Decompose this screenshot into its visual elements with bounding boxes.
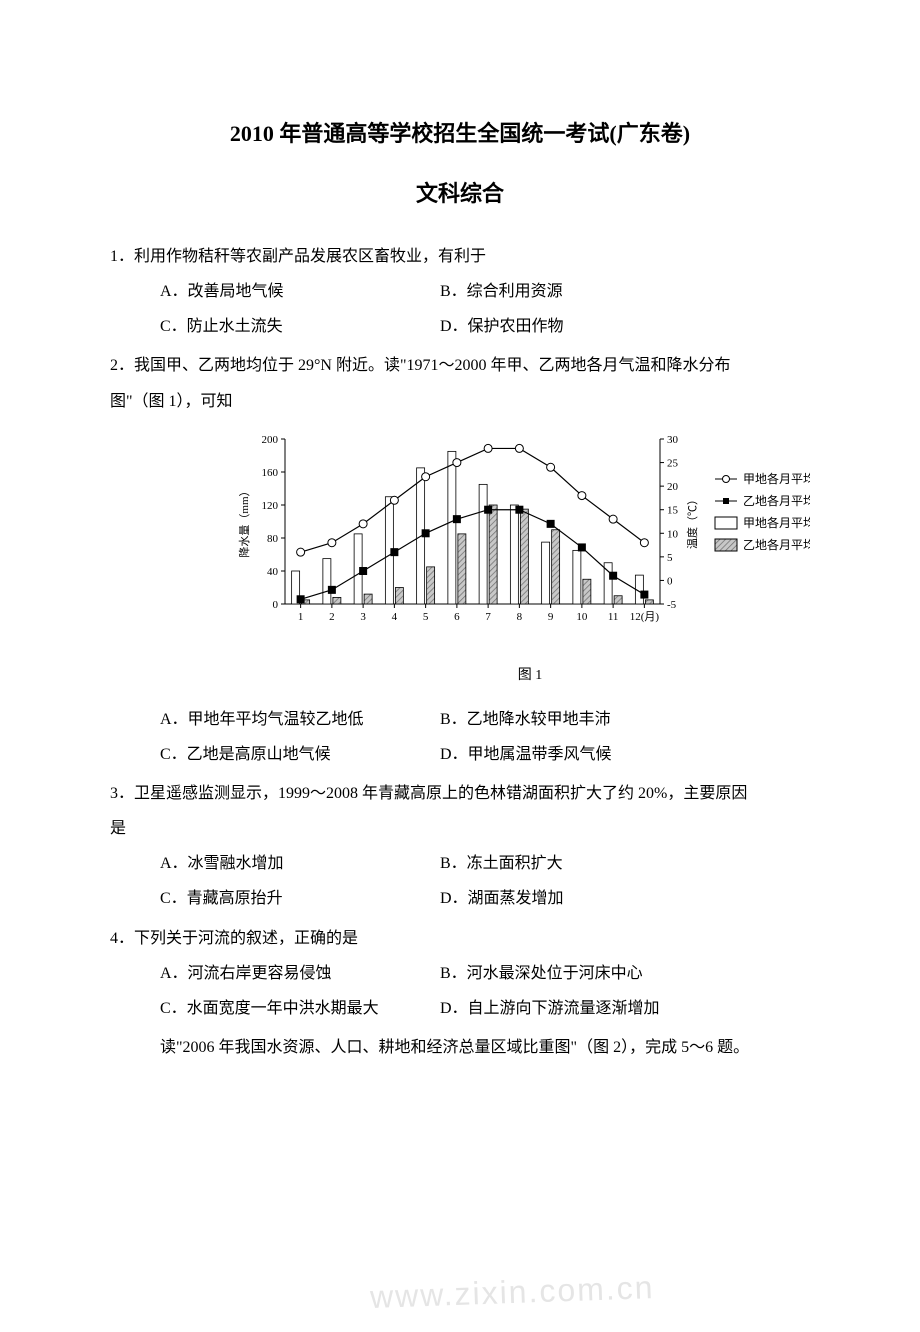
svg-text:8: 8: [517, 611, 523, 623]
question-2-text-1: 2．我国甲、乙两地均位于 29°N 附近。读"1971～2000 年甲、乙两地各…: [110, 348, 810, 383]
svg-text:160: 160: [262, 467, 279, 479]
svg-text:-5: -5: [667, 599, 677, 611]
sub-title: 文科综合: [110, 170, 810, 218]
question-3-text-1: 3．卫星遥感监测显示，1999～2008 年青藏高原上的色林错湖面积扩大了约 2…: [110, 776, 810, 811]
next-reading-text: 读"2006 年我国水资源、人口、耕地和经济总量区域比重图"（图 2），完成 5…: [110, 1030, 810, 1065]
q4-opt-a: A．河流右岸更容易侵蚀: [160, 956, 440, 991]
q2-opt-a: A．甲地年平均气温较乙地低: [160, 702, 440, 737]
svg-text:10: 10: [667, 528, 679, 540]
q2-opt-d: D．甲地属温带季风气候: [440, 737, 720, 772]
q1-body: 利用作物秸秆等农副产品发展农区畜牧业，有利于: [134, 248, 486, 265]
q3-options-row-2: C．青藏高原抬升 D．湖面蒸发增加: [110, 881, 810, 916]
svg-text:降水量（mm）: 降水量（mm）: [237, 485, 251, 557]
q1-options-row-1: A．改善局地气候 B．综合利用资源: [110, 274, 810, 309]
svg-text:1: 1: [298, 611, 304, 623]
q3-opt-d: D．湖面蒸发增加: [440, 881, 720, 916]
svg-text:温度（℃）: 温度（℃）: [685, 494, 699, 549]
q4-options-row-2: C．水面宽度一年中洪水期最大 D．自上游向下游流量逐渐增加: [110, 991, 810, 1026]
svg-text:20: 20: [667, 481, 679, 493]
q1-opt-d: D．保护农田作物: [440, 309, 720, 344]
watermark: www.zixin.com.cn: [369, 1252, 656, 1332]
svg-text:120: 120: [262, 500, 279, 512]
svg-text:80: 80: [267, 533, 279, 545]
svg-text:15: 15: [667, 504, 679, 516]
svg-text:0: 0: [273, 599, 279, 611]
svg-text:乙地各月平均气温: 乙地各月平均气温: [743, 493, 810, 508]
svg-text:4: 4: [392, 611, 398, 623]
q2-body-1: 我国甲、乙两地均位于 29°N 附近。读"1971～2000 年甲、乙两地各月气…: [134, 357, 731, 374]
q3-num: 3．: [110, 785, 134, 802]
svg-text:0: 0: [667, 575, 673, 587]
q1-options-row-2: C．防止水土流失 D．保护农田作物: [110, 309, 810, 344]
q3-opt-b: B．冻土面积扩大: [440, 846, 720, 881]
svg-text:甲地各月平均降水: 甲地各月平均降水: [743, 515, 810, 530]
q3-opt-a: A．冰雪融水增加: [160, 846, 440, 881]
chart-figure-1: 0 40 80 120 160 200 -5 0 5 10 15 20 25 30 1 2 3 4 5 6 7 8 9 10 1…: [230, 429, 830, 692]
question-4-text: 4．下列关于河流的叙述，正确的是: [110, 921, 810, 956]
q4-opt-c: C．水面宽度一年中洪水期最大: [160, 991, 440, 1026]
question-3: 3．卫星遥感监测显示，1999～2008 年青藏高原上的色林错湖面积扩大了约 2…: [110, 776, 810, 917]
q3-options-row-1: A．冰雪融水增加 B．冻土面积扩大: [110, 846, 810, 881]
svg-text:2: 2: [329, 611, 335, 623]
q1-num: 1．: [110, 248, 134, 265]
question-1-text: 1．利用作物秸秆等农副产品发展农区畜牧业，有利于: [110, 239, 810, 274]
q4-body: 下列关于河流的叙述，正确的是: [134, 930, 358, 947]
q2-num: 2．: [110, 357, 134, 374]
q2-opt-b: B．乙地降水较甲地丰沛: [440, 702, 720, 737]
svg-text:10: 10: [576, 611, 588, 623]
q2-opt-c: C．乙地是高原山地气候: [160, 737, 440, 772]
chart-svg: 0 40 80 120 160 200 -5 0 5 10 15 20 25 30 1 2 3 4 5 6 7 8 9 10 1…: [230, 429, 810, 659]
svg-text:40: 40: [267, 566, 279, 578]
q1-opt-c: C．防止水土流失: [160, 309, 440, 344]
svg-text:6: 6: [454, 611, 460, 623]
svg-text:9: 9: [548, 611, 554, 623]
q3-opt-c: C．青藏高原抬升: [160, 881, 440, 916]
svg-text:甲地各月平均气温: 甲地各月平均气温: [743, 471, 810, 486]
svg-text:11: 11: [608, 611, 619, 623]
svg-text:200: 200: [262, 434, 279, 446]
svg-text:25: 25: [667, 457, 679, 469]
svg-text:30: 30: [667, 434, 679, 446]
q2-options-row-2: C．乙地是高原山地气候 D．甲地属温带季风气候: [110, 737, 810, 772]
chart-caption: 图 1: [230, 661, 830, 692]
svg-text:乙地各月平均降水: 乙地各月平均降水: [743, 537, 810, 552]
question-2-text-2: 图"（图 1），可知: [110, 384, 810, 419]
q1-opt-b: B．综合利用资源: [440, 274, 720, 309]
question-4: 4．下列关于河流的叙述，正确的是 A．河流右岸更容易侵蚀 B．河水最深处位于河床…: [110, 921, 810, 1027]
question-2: 2．我国甲、乙两地均位于 29°N 附近。读"1971～2000 年甲、乙两地各…: [110, 348, 810, 772]
q1-opt-a: A．改善局地气候: [160, 274, 440, 309]
main-title: 2010 年普通高等学校招生全国统一考试(广东卷): [110, 110, 810, 158]
svg-text:5: 5: [667, 552, 673, 564]
question-3-text-2: 是: [110, 811, 810, 846]
svg-text:5: 5: [423, 611, 429, 623]
q4-opt-d: D．自上游向下游流量逐渐增加: [440, 991, 720, 1026]
q4-num: 4．: [110, 930, 134, 947]
svg-text:3: 3: [360, 611, 366, 623]
svg-text:7: 7: [485, 611, 491, 623]
q3-body-1: 卫星遥感监测显示，1999～2008 年青藏高原上的色林错湖面积扩大了约 20%…: [134, 785, 747, 802]
svg-text:12(月): 12(月): [630, 611, 660, 623]
question-1: 1．利用作物秸秆等农副产品发展农区畜牧业，有利于 A．改善局地气候 B．综合利用…: [110, 239, 810, 345]
q4-opt-b: B．河水最深处位于河床中心: [440, 956, 720, 991]
q4-options-row-1: A．河流右岸更容易侵蚀 B．河水最深处位于河床中心: [110, 956, 810, 991]
q2-options-row-1: A．甲地年平均气温较乙地低 B．乙地降水较甲地丰沛: [110, 702, 810, 737]
